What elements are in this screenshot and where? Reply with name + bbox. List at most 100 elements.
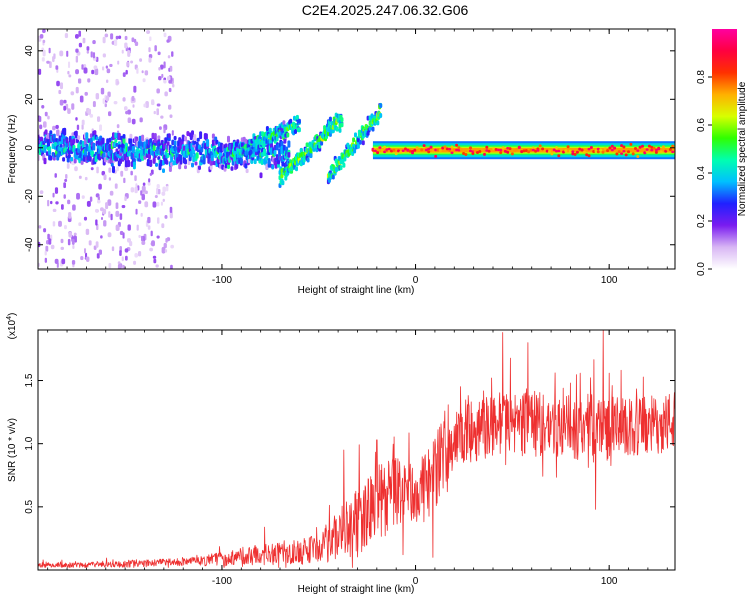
spectrogram-cell: [147, 225, 151, 230]
spectrogram-cell: [125, 110, 129, 115]
spectrogram-cell: [84, 138, 88, 146]
spectrogram-cell: [149, 172, 153, 176]
spectrogram-cell: [44, 250, 47, 256]
spectrogram-cell: [169, 114, 173, 118]
spectrogram-cell: [164, 249, 168, 253]
spectrogram-cell: [171, 130, 174, 136]
spectrogram-cell: [634, 147, 637, 150]
spectrogram-cell: [548, 149, 551, 153]
spectrogram-cell: [86, 200, 91, 207]
spectrogram-cell: [125, 69, 128, 75]
spectrogram-cell: [99, 124, 103, 131]
spectrogram-cell: [97, 116, 101, 122]
spectrogram-cell: [48, 47, 51, 54]
spectrogram-cell: [115, 224, 120, 232]
spectrogram-cell: [631, 152, 635, 156]
spectrogram-cell: [559, 147, 563, 151]
spectrogram-cell: [399, 150, 403, 154]
spectrogram-cell: [102, 36, 106, 44]
spectrogram-cell: [86, 50, 90, 54]
spectrogram-cell: [383, 145, 387, 149]
spectrogram-cell: [83, 216, 88, 221]
spectrogram-cell: [132, 161, 136, 170]
spectrogram-cell: [39, 190, 44, 195]
spectrogram-cell: [105, 202, 109, 210]
colorbar-tick-label: 0.8: [696, 70, 707, 84]
spectrogram-cell: [101, 170, 106, 176]
x-tick-label: 100: [601, 275, 618, 286]
spectrogram-cell: [233, 156, 236, 162]
spectrogram-cell: [220, 142, 223, 151]
spectrogram-cell: [170, 162, 174, 167]
spectrogram-cell: [580, 148, 584, 152]
spectrogram-cell: [191, 130, 194, 138]
spectrogram-cell: [385, 148, 389, 151]
spectrogram-cell: [68, 61, 71, 69]
spectrogram-cell: [306, 157, 310, 163]
spectrogram-cell: [136, 224, 139, 231]
spectrogram-cell: [594, 149, 598, 153]
snr-y-label: SNR (10 * v/v): [7, 418, 18, 482]
spectrogram-cell: [323, 125, 327, 131]
spectrogram-cell: [48, 150, 52, 156]
spectrogram-cell: [82, 37, 86, 44]
snr-series-line: [38, 330, 675, 568]
spectrogram-cell: [52, 208, 57, 213]
y-tick-label: 40: [24, 45, 35, 57]
spectrogram-cell: [138, 135, 142, 143]
spectrogram-cell: [84, 176, 88, 181]
spectrogram-cell: [485, 149, 489, 152]
spectrogram-cell: [78, 30, 82, 37]
spectrogram-cell: [156, 88, 160, 94]
spectrogram-cell: [95, 136, 99, 141]
spectrogram-cell: [163, 61, 166, 69]
spectrogram-cell: [149, 247, 154, 252]
spectrogram-cell: [427, 147, 431, 151]
spectrogram-cell: [157, 217, 160, 224]
spectrogram-cell: [122, 264, 125, 269]
spectrogram-cell: [141, 240, 146, 246]
spectrogram-cell: [220, 148, 223, 153]
colorbar-ticks: 0.0 0.2 0.4 0.6 0.8: [696, 70, 712, 276]
spectrogram-cell: [240, 142, 244, 148]
spectrogram-cell: [469, 149, 472, 153]
spectrogram-cell: [102, 98, 105, 104]
spectrogram-cell: [295, 114, 299, 120]
spectrogram-cell: [74, 130, 78, 139]
spectrogram-cell: [63, 99, 67, 104]
spectrogram-cell: [124, 42, 128, 49]
spectrogram-cell: [117, 60, 120, 65]
spectrogram-cell: [89, 133, 93, 138]
spectrogram-cell: [622, 145, 626, 149]
spectrogram-cell: [156, 103, 161, 107]
spectrogram-panel: -100 0 100 -40 -20 0 20 40 Height of straight …: [7, 28, 676, 296]
spectrogram-cell: [624, 153, 628, 157]
spectrogram-cell: [58, 220, 62, 227]
spectrogram-cell: [64, 178, 68, 183]
spectrogram-cell: [130, 152, 134, 160]
spectrogram-cell: [52, 221, 56, 227]
spectrogram-cell: [457, 149, 461, 152]
spectrogram-cell: [259, 172, 263, 179]
spectrogram-cell: [63, 194, 66, 199]
spectrogram-cell: [148, 47, 151, 53]
spectrogram-cell: [52, 125, 56, 131]
spectrogram-cell: [659, 150, 663, 154]
spectrogram-cell: [154, 195, 158, 199]
spectrogram-cell: [117, 144, 121, 149]
spectrogram-cell: [373, 149, 377, 152]
spectrogram-cell: [72, 204, 76, 211]
spectrogram-cell: [163, 32, 167, 38]
spectrogram-cell: [75, 86, 79, 94]
spectrogram-cell: [282, 120, 286, 126]
spectrogram-cell: [566, 145, 570, 149]
spectrogram-cell: [466, 148, 470, 152]
spectrogram-cell: [92, 142, 96, 151]
spectrogram-cell: [206, 139, 210, 147]
spectrogram-cell: [148, 54, 153, 59]
spectrogram-cell: [469, 146, 472, 150]
spectrogram-cell: [67, 108, 71, 115]
spectrogram-cell: [496, 148, 500, 152]
spectrogram-cell: [147, 216, 151, 224]
spectrogram-cell: [297, 127, 301, 133]
